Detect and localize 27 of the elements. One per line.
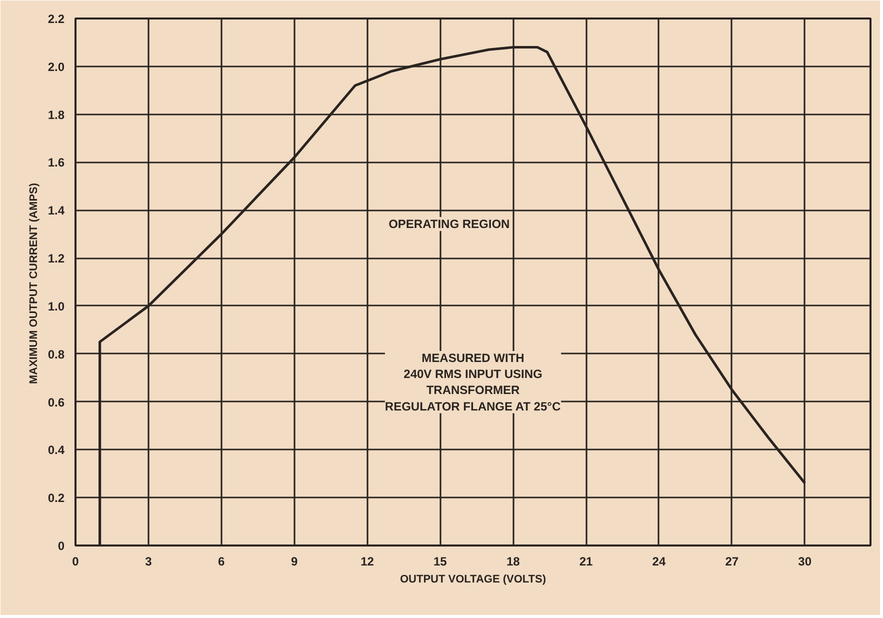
y-axis-title: MAXIMUM OUTPUT CURRENT (AMPS) — [28, 182, 40, 384]
x-tick-label: 18 — [506, 554, 520, 568]
x-tick-label: 21 — [579, 554, 594, 568]
y-tick-label: 0 — [58, 539, 65, 553]
y-tick-label: 0.8 — [48, 347, 65, 362]
y-tick-label: 1.6 — [48, 156, 65, 170]
y-tick-label: 1.8 — [48, 108, 65, 122]
x-axis-title: OUTPUT VOLTAGE (VOLTS) — [400, 574, 546, 586]
x-tick-label: 12 — [360, 554, 374, 568]
x-tick-label: 3 — [145, 554, 152, 568]
x-tick-label: 9 — [290, 554, 298, 568]
x-tick-label: 0 — [72, 554, 80, 568]
x-tick-label: 15 — [434, 554, 448, 568]
y-tick-label: 0.4 — [48, 443, 65, 458]
y-tick-label: 2.0 — [48, 60, 65, 74]
y-tick-label: 0.6 — [48, 395, 65, 410]
y-tick-label: 2.2 — [48, 12, 65, 26]
y-tick-label: 0.2 — [48, 491, 65, 506]
x-tick-label: 24 — [652, 554, 666, 568]
y-tick-label: 1.0 — [48, 299, 65, 314]
x-tick-label: 27 — [725, 554, 739, 568]
x-tick-label: 30 — [798, 554, 812, 568]
annotation: OPERATING REGION — [388, 217, 510, 232]
y-tick-label: 1.4 — [48, 204, 65, 218]
y-tick-label: 1.2 — [48, 252, 65, 266]
annotation: MEASURED WITH 240V RMS INPUT USING TRANSFORMER REGULATOR FLANGE AT 25°C — [384, 350, 561, 414]
x-tick-label: 6 — [218, 554, 226, 568]
